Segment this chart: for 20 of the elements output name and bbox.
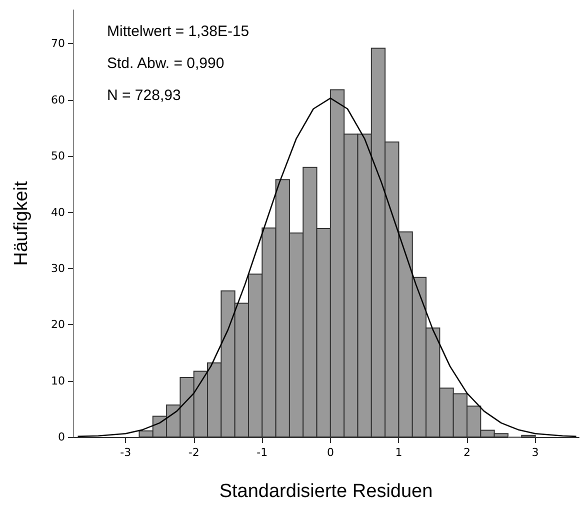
x-tick-label: 2 bbox=[464, 446, 471, 459]
x-tick-label: 3 bbox=[532, 446, 539, 459]
x-tick-label: 0 bbox=[326, 446, 334, 459]
x-tick-label: 1 bbox=[395, 446, 402, 459]
x-tick-label: -2 bbox=[188, 446, 200, 459]
annotation: N = 728,93 bbox=[107, 87, 181, 104]
y-tick-label: 50 bbox=[51, 150, 65, 163]
y-tick-label: 70 bbox=[51, 37, 65, 50]
y-tick-label: 10 bbox=[51, 374, 65, 388]
x-axis-title: Standardisierte Residuen bbox=[219, 481, 433, 502]
x-tick-label: -1 bbox=[256, 446, 268, 459]
y-tick-label: 40 bbox=[51, 206, 65, 219]
annotation: Std. Abw. = 0,990 bbox=[107, 55, 224, 72]
annotation: Mittelwert = 1,38E-15 bbox=[107, 23, 250, 40]
y-tick-label: 60 bbox=[51, 93, 65, 106]
x-tick-label: -3 bbox=[120, 446, 132, 459]
y-tick-label: 0 bbox=[58, 430, 65, 444]
y-axis-title: Häufigkeit bbox=[11, 180, 32, 266]
y-tick-label: 20 bbox=[51, 318, 65, 332]
y-tick-label: 30 bbox=[51, 262, 65, 275]
